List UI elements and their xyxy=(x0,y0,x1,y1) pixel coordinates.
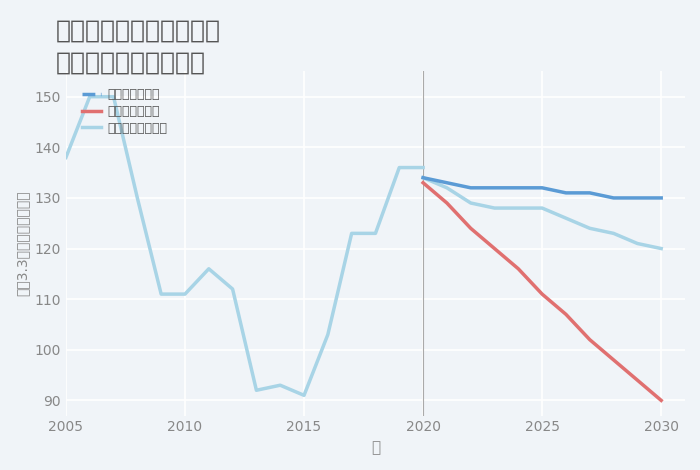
グッドシナリオ xyxy=(586,190,594,196)
ノーマルシナリオ xyxy=(300,392,308,398)
ノーマルシナリオ xyxy=(228,286,237,292)
Text: 埼玉県富士見市水谷東の
中古戸建ての価格推移: 埼玉県富士見市水谷東の 中古戸建ての価格推移 xyxy=(56,19,221,74)
グッドシナリオ xyxy=(466,185,475,191)
Line: グッドシナリオ: グッドシナリオ xyxy=(423,178,662,198)
ノーマルシナリオ xyxy=(133,195,141,201)
ノーマルシナリオ xyxy=(252,387,260,393)
バッドシナリオ xyxy=(514,266,522,272)
ノーマルシナリオ xyxy=(85,94,94,100)
Line: バッドシナリオ: バッドシナリオ xyxy=(423,183,662,400)
ノーマルシナリオ xyxy=(204,266,213,272)
Legend: グッドシナリオ, バッドシナリオ, ノーマルシナリオ: グッドシナリオ, バッドシナリオ, ノーマルシナリオ xyxy=(78,85,171,139)
ノーマルシナリオ xyxy=(157,291,165,297)
ノーマルシナリオ xyxy=(371,231,379,236)
バッドシナリオ xyxy=(466,226,475,231)
ノーマルシナリオ xyxy=(62,155,70,160)
グッドシナリオ xyxy=(419,175,427,180)
ノーマルシナリオ xyxy=(276,383,284,388)
バッドシナリオ xyxy=(634,377,642,383)
グッドシナリオ xyxy=(634,195,642,201)
X-axis label: 年: 年 xyxy=(371,440,380,455)
バッドシナリオ xyxy=(586,337,594,343)
バッドシナリオ xyxy=(442,200,451,206)
グッドシナリオ xyxy=(490,185,498,191)
ノーマルシナリオ xyxy=(419,165,427,171)
バッドシナリオ xyxy=(490,246,498,251)
ノーマルシナリオ xyxy=(181,291,189,297)
ノーマルシナリオ xyxy=(395,165,403,171)
ノーマルシナリオ xyxy=(109,94,118,100)
バッドシナリオ xyxy=(657,398,666,403)
ノーマルシナリオ xyxy=(347,231,356,236)
Y-axis label: 坪（3.3㎡）単価（万円）: 坪（3.3㎡）単価（万円） xyxy=(15,191,29,296)
グッドシナリオ xyxy=(657,195,666,201)
Line: ノーマルシナリオ: ノーマルシナリオ xyxy=(66,97,423,395)
ノーマルシナリオ xyxy=(323,332,332,337)
バッドシナリオ xyxy=(538,291,546,297)
バッドシナリオ xyxy=(561,312,570,317)
グッドシナリオ xyxy=(514,185,522,191)
バッドシナリオ xyxy=(419,180,427,186)
グッドシナリオ xyxy=(538,185,546,191)
グッドシナリオ xyxy=(561,190,570,196)
グッドシナリオ xyxy=(442,180,451,186)
バッドシナリオ xyxy=(610,357,618,363)
グッドシナリオ xyxy=(610,195,618,201)
